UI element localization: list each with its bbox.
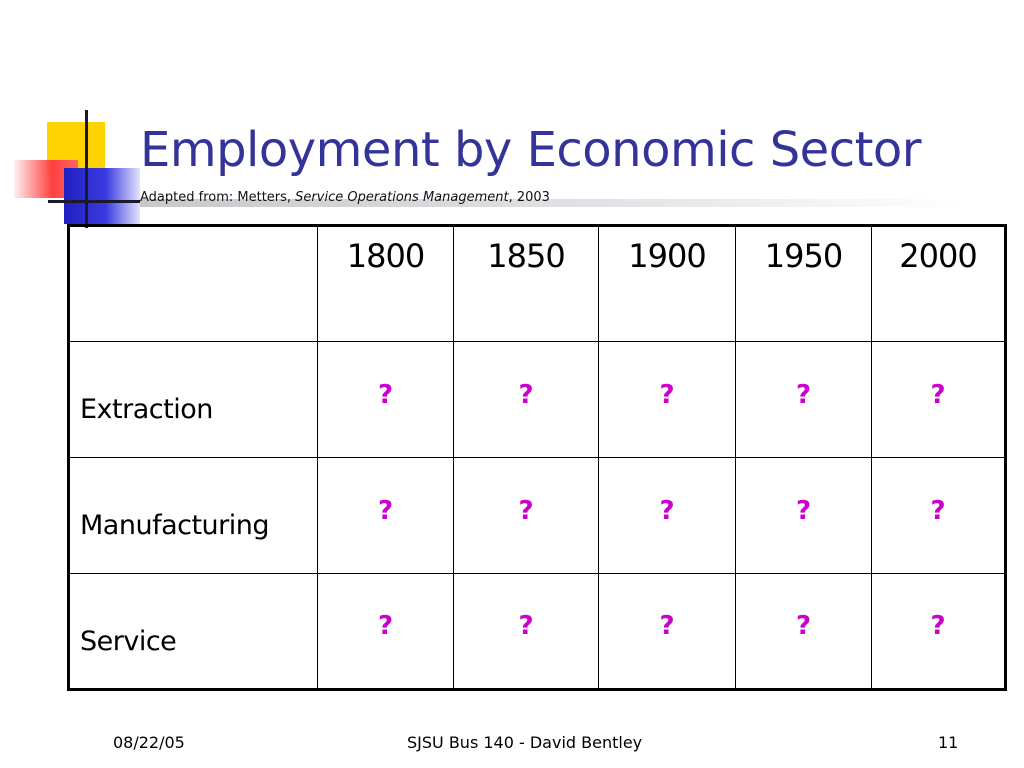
year-header-1850: 1850	[454, 226, 599, 342]
slide-title: Employment by Economic Sector	[140, 122, 921, 178]
table-corner-cell	[69, 226, 318, 342]
value-cell: ?	[872, 342, 1006, 458]
value-cell: ?	[318, 458, 454, 574]
slide: Employment by Economic Sector Adapted fr…	[0, 0, 1024, 768]
year-header-1800: 1800	[318, 226, 454, 342]
value-cell: ?	[454, 574, 599, 690]
subtitle-suffix: , 2003	[509, 190, 550, 205]
sector-label: Service	[69, 574, 318, 690]
subtitle-prefix: Adapted from: Metters,	[140, 190, 295, 205]
footer-date: 08/22/05	[113, 733, 185, 752]
table-row-service: Service ? ? ? ? ?	[69, 574, 1006, 690]
sector-label: Extraction	[69, 342, 318, 458]
value-cell: ?	[872, 458, 1006, 574]
logo-vertical-line	[85, 110, 88, 228]
subtitle-book-title: Service Operations Management	[295, 190, 508, 205]
footer-page-number: 11	[938, 733, 958, 752]
value-cell: ?	[599, 574, 736, 690]
value-cell: ?	[599, 458, 736, 574]
value-cell: ?	[736, 574, 872, 690]
value-cell: ?	[736, 458, 872, 574]
employment-table: 1800 1850 1900 1950 2000 Extraction ? ? …	[67, 224, 1007, 691]
year-header-1950: 1950	[736, 226, 872, 342]
value-cell: ?	[599, 342, 736, 458]
table-row-extraction: Extraction ? ? ? ? ?	[69, 342, 1006, 458]
slide-subtitle: Adapted from: Metters, Service Operation…	[140, 190, 550, 205]
table-header-row: 1800 1850 1900 1950 2000	[69, 226, 1006, 342]
sector-label: Manufacturing	[69, 458, 318, 574]
year-header-1900: 1900	[599, 226, 736, 342]
value-cell: ?	[872, 574, 1006, 690]
value-cell: ?	[318, 574, 454, 690]
table-row-manufacturing: Manufacturing ? ? ? ? ?	[69, 458, 1006, 574]
footer-course: SJSU Bus 140 - David Bentley	[407, 733, 642, 752]
logo-blue-bar	[64, 168, 140, 224]
value-cell: ?	[454, 458, 599, 574]
value-cell: ?	[736, 342, 872, 458]
value-cell: ?	[318, 342, 454, 458]
value-cell: ?	[454, 342, 599, 458]
logo-horizontal-line	[48, 200, 140, 203]
year-header-2000: 2000	[872, 226, 1006, 342]
